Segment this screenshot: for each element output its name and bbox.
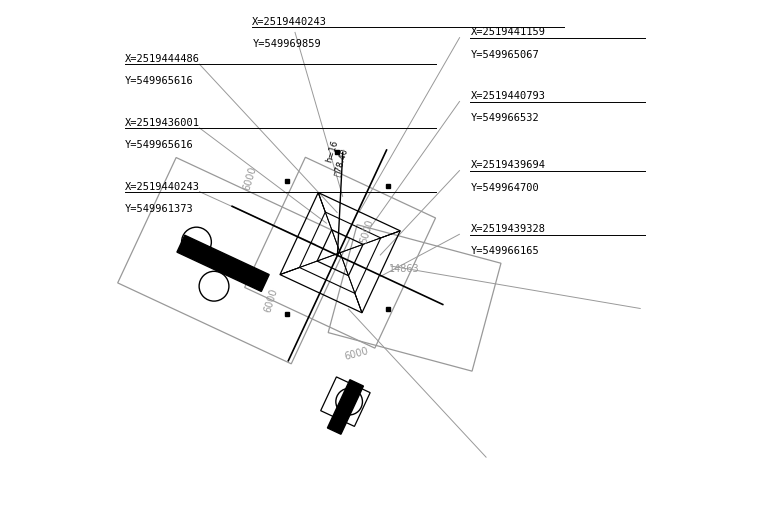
Text: Y=549965616: Y=549965616 <box>125 140 193 150</box>
Text: X=2519436001: X=2519436001 <box>125 118 200 128</box>
Text: Y=549961373: Y=549961373 <box>125 204 193 214</box>
Text: Y=549966165: Y=549966165 <box>470 246 539 256</box>
Text: X=2519439328: X=2519439328 <box>470 224 546 234</box>
Text: Y=549965067: Y=549965067 <box>470 49 539 60</box>
Text: Y=549964700: Y=549964700 <box>470 182 539 193</box>
Text: X=2519441159: X=2519441159 <box>470 27 546 37</box>
Text: X=2519440243: X=2519440243 <box>125 181 200 192</box>
Text: 14863: 14863 <box>388 264 420 273</box>
Polygon shape <box>177 235 269 292</box>
Text: 5000: 5000 <box>358 218 375 245</box>
Text: Y=549969859: Y=549969859 <box>252 39 321 49</box>
Text: Y=549966532: Y=549966532 <box>470 113 539 123</box>
Text: X=2519440793: X=2519440793 <box>470 91 546 101</box>
Text: Y=549965616: Y=549965616 <box>125 76 193 86</box>
Text: 6000: 6000 <box>241 165 258 192</box>
Text: 中78.40: 中78.40 <box>333 147 350 177</box>
Text: X=2519440243: X=2519440243 <box>252 16 328 27</box>
Text: h=16: h=16 <box>325 139 340 164</box>
Text: X=2519439694: X=2519439694 <box>470 160 546 170</box>
Text: 6000: 6000 <box>262 287 280 314</box>
Text: X=2519444486: X=2519444486 <box>125 54 200 64</box>
Text: 6000: 6000 <box>343 346 369 362</box>
Polygon shape <box>328 380 363 434</box>
